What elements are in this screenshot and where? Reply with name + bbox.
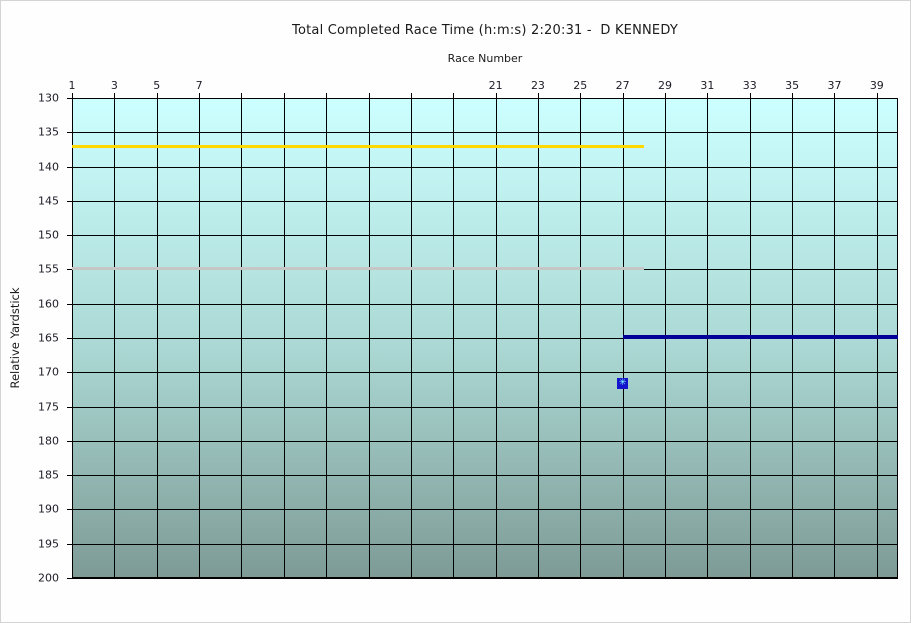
y-tick-label: 130: [38, 91, 59, 105]
chart-title: Total Completed Race Time (h:m:s) 2:20:3…: [292, 23, 678, 38]
grid-line-horizontal: [72, 166, 898, 168]
y-axis-tick: [67, 132, 72, 134]
y-axis-tick: [67, 372, 72, 374]
x-tick-label: 29: [658, 79, 673, 92]
y-tick-label: 180: [38, 434, 59, 448]
grid-line-horizontal: [72, 338, 898, 339]
y-tick-label: 190: [38, 502, 59, 516]
y-tick-label: 160: [38, 297, 59, 311]
x-axis-tick: [749, 93, 751, 98]
y-tick-label: 175: [38, 400, 59, 414]
x-tick-label: 3: [110, 79, 118, 92]
y-axis-title: Relative Yardstick: [8, 287, 22, 389]
x-axis-tick: [622, 93, 624, 98]
x-axis-tick: [72, 93, 73, 98]
x-axis-tick: [495, 93, 497, 98]
grid-line-horizontal: [72, 269, 898, 271]
grid-line-horizontal: [72, 440, 898, 442]
y-tick-label: 155: [38, 262, 59, 276]
x-tick-label: 1: [68, 79, 76, 92]
x-tick-label: 31: [700, 79, 715, 92]
x-tick-label: 39: [869, 79, 884, 92]
yellow-yardstick-line: [72, 144, 644, 148]
y-axis-tick: [67, 200, 72, 202]
x-axis-tick: [326, 93, 328, 98]
x-axis-tick: [665, 93, 667, 98]
silver-yardstick-line: [72, 266, 644, 270]
grid-line-horizontal: [72, 372, 898, 374]
y-axis-tick: [67, 543, 72, 545]
x-tick-label: 23: [530, 79, 545, 92]
y-tick-label: 145: [38, 194, 59, 208]
y-axis-tick: [67, 98, 72, 99]
y-axis-tick: [67, 578, 72, 579]
y-axis-tick: [67, 406, 72, 408]
x-axis-tick: [368, 93, 370, 98]
x-axis-tick: [410, 93, 412, 98]
grid-line-horizontal: [72, 406, 898, 408]
x-tick-label: 25: [573, 79, 588, 92]
y-tick-label: 135: [38, 125, 59, 139]
y-axis-tick: [67, 338, 72, 339]
grid-line-horizontal: [72, 200, 898, 202]
y-tick-label: 185: [38, 468, 59, 482]
grid-line-horizontal: [72, 543, 898, 545]
y-tick-label: 200: [38, 571, 59, 585]
grid-line-horizontal: [72, 235, 898, 237]
grid-line-horizontal: [72, 303, 898, 305]
y-axis-tick: [67, 303, 72, 305]
y-tick-label: 195: [38, 537, 59, 551]
y-axis-tick: [67, 509, 72, 511]
y-axis-tick: [67, 475, 72, 477]
y-tick-label: 165: [38, 331, 59, 345]
grid-line-horizontal: [72, 509, 898, 511]
x-axis-tick: [199, 93, 201, 98]
x-axis-tick: [156, 93, 158, 98]
grid-line-horizontal: [72, 98, 898, 99]
x-tick-label: 27: [615, 79, 630, 92]
y-axis-tick: [67, 235, 72, 237]
x-tick-label: 7: [195, 79, 203, 92]
navy-yardstick-line: [622, 334, 898, 339]
x-tick-label: 37: [827, 79, 842, 92]
x-tick-label: 33: [742, 79, 757, 92]
x-axis-tick: [580, 93, 582, 98]
y-axis-tick: [67, 269, 72, 271]
y-tick-label: 150: [38, 228, 59, 242]
x-tick-label: 35: [785, 79, 800, 92]
x-axis-tick: [537, 93, 539, 98]
x-axis-tick: [876, 93, 878, 98]
x-tick-label: 5: [153, 79, 161, 92]
y-tick-label: 170: [38, 365, 59, 379]
x-axis-tick: [283, 93, 285, 98]
grid-line-horizontal: [72, 132, 898, 134]
x-tick-label: 21: [488, 79, 503, 92]
x-axis-tick: [707, 93, 709, 98]
x-axis-tick: [834, 93, 836, 98]
y-tick-label: 140: [38, 160, 59, 174]
x-axis-tick: [453, 93, 455, 98]
y-axis-tick: [67, 440, 72, 442]
x-axis-tick: [114, 93, 116, 98]
x-axis-title: Race Number: [447, 52, 523, 65]
race-data-point: ✳: [617, 377, 629, 389]
y-axis-tick: [67, 166, 72, 168]
grid-line-horizontal: [72, 578, 898, 579]
x-axis-tick: [792, 93, 794, 98]
x-axis-tick: [241, 93, 243, 98]
grid-line-horizontal: [72, 475, 898, 477]
